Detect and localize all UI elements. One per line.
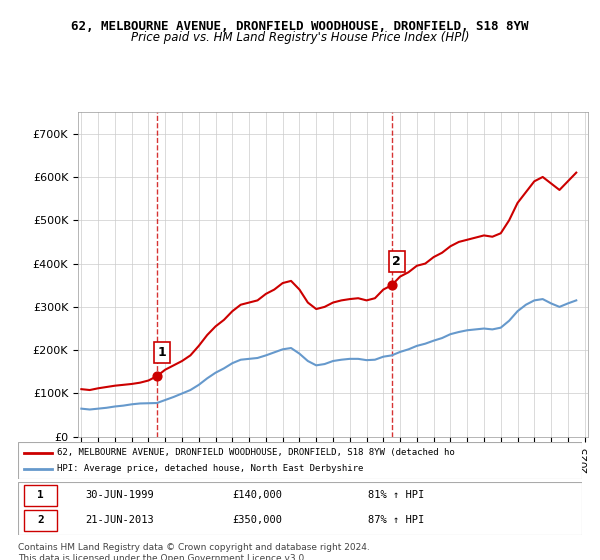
Point [152,372,161,381]
Text: £140,000: £140,000 [232,491,283,501]
FancyBboxPatch shape [18,482,582,535]
Text: HPI: Average price, detached house, North East Derbyshire: HPI: Average price, detached house, Nort… [58,464,364,473]
Text: 1: 1 [158,346,166,359]
Text: 2: 2 [392,255,401,268]
Text: 81% ↑ HPI: 81% ↑ HPI [368,491,424,501]
Text: 62, MELBOURNE AVENUE, DRONFIELD WOODHOUSE, DRONFIELD, S18 8YW: 62, MELBOURNE AVENUE, DRONFIELD WOODHOUS… [71,20,529,32]
Text: £350,000: £350,000 [232,515,283,525]
Text: 21-JUN-2013: 21-JUN-2013 [86,515,154,525]
Text: 62, MELBOURNE AVENUE, DRONFIELD WOODHOUSE, DRONFIELD, S18 8YW (detached ho: 62, MELBOURNE AVENUE, DRONFIELD WOODHOUS… [58,448,455,457]
FancyBboxPatch shape [23,510,58,530]
Text: 2: 2 [37,515,44,525]
Text: 87% ↑ HPI: 87% ↑ HPI [368,515,424,525]
Text: Contains HM Land Registry data © Crown copyright and database right 2024.
This d: Contains HM Land Registry data © Crown c… [18,543,370,560]
Text: 1: 1 [37,491,44,501]
FancyBboxPatch shape [23,486,58,506]
Point [387,281,397,290]
FancyBboxPatch shape [18,442,582,479]
Text: 30-JUN-1999: 30-JUN-1999 [86,491,154,501]
Text: Price paid vs. HM Land Registry's House Price Index (HPI): Price paid vs. HM Land Registry's House … [131,31,469,44]
